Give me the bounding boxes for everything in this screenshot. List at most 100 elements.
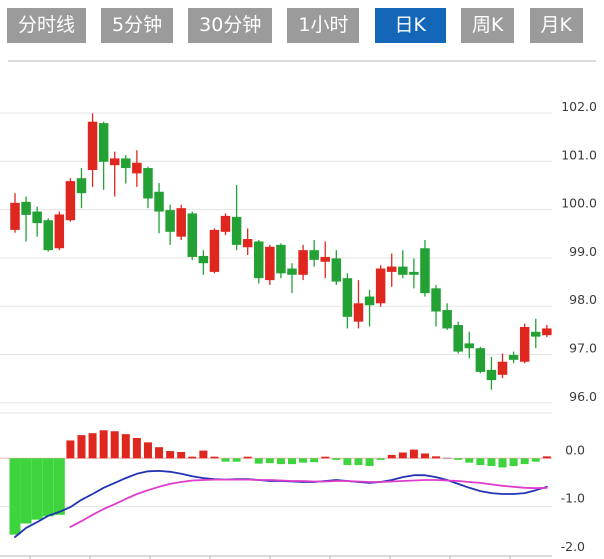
tab-timeframe-5[interactable]: 周K [461, 8, 515, 43]
candle-body [508, 354, 519, 360]
macd-bar [343, 458, 352, 466]
candle-body [364, 296, 375, 306]
macd-bar [409, 449, 418, 459]
candle-body [231, 216, 242, 245]
tab-timeframe-2[interactable]: 30分钟 [188, 8, 273, 43]
tab-timeframe-0[interactable]: 分时线 [7, 8, 87, 43]
tab-timeframe-3[interactable]: 1小时 [287, 8, 360, 43]
candle-body [398, 266, 408, 275]
candle-body [342, 278, 353, 317]
macd-bar [387, 454, 396, 459]
candle-body [176, 208, 186, 237]
macd-bar [221, 458, 230, 462]
macd-bar [31, 458, 43, 520]
candle-body [254, 241, 264, 279]
candle-body [109, 158, 120, 166]
candle-body [21, 201, 31, 215]
candle-body [154, 191, 164, 212]
macd-bar [321, 456, 330, 459]
macd-bar [454, 458, 463, 460]
macd-bar [77, 435, 86, 459]
macd-bar [276, 458, 285, 465]
candle-body [143, 168, 153, 199]
candle-body [420, 248, 430, 294]
candle-body [298, 250, 308, 275]
price-axis-label: 99.0 [569, 244, 597, 259]
macd-bar [121, 434, 130, 459]
candle-body [10, 202, 20, 230]
candle-body [497, 361, 508, 375]
price-axis-label: 97.0 [569, 341, 597, 356]
macd-bar [398, 452, 407, 459]
candle-body [54, 214, 65, 249]
macd-bar [299, 458, 308, 463]
candle-body [475, 348, 486, 372]
macd-bar [432, 456, 441, 459]
candle-body [386, 266, 397, 272]
candle-body [32, 211, 42, 224]
macd-bar [53, 458, 65, 515]
macd-bar [9, 458, 21, 535]
candle-body [87, 121, 98, 170]
macd-bar [354, 458, 363, 466]
candle-body [531, 331, 541, 337]
dea-line [69, 478, 548, 528]
candle-body [453, 325, 463, 352]
macd-bar [188, 456, 197, 459]
candle-body [276, 244, 286, 274]
macd-bar [542, 456, 551, 459]
macd-bar [166, 451, 175, 459]
candle-body [242, 239, 253, 248]
macd-bar [509, 458, 518, 467]
candle-body [65, 181, 76, 221]
candle-body [220, 215, 231, 232]
candle-body [43, 220, 53, 251]
candle-body [331, 258, 342, 282]
macd-bar [310, 458, 319, 463]
macd-bar [232, 458, 241, 462]
macd-bar [210, 456, 219, 459]
price-axis-label: 98.0 [569, 292, 597, 307]
candle-body [121, 158, 131, 169]
macd-bar [420, 453, 429, 459]
macd-bar [376, 458, 385, 460]
macd-bar [332, 458, 341, 460]
candle-body [409, 271, 419, 275]
macd-bar [365, 458, 374, 467]
candle-body [431, 288, 441, 312]
macd-bar [143, 442, 152, 459]
tab-timeframe-4[interactable]: 日K [374, 8, 446, 43]
macd-bar [110, 431, 119, 459]
candle-body [198, 255, 209, 264]
macd-axis-label: -2.0 [561, 539, 585, 554]
macd-axis-label: 0.0 [565, 442, 585, 457]
macd-bar [443, 457, 452, 460]
macd-bar [498, 458, 507, 468]
tab-timeframe-6[interactable]: 月K [529, 8, 583, 43]
macd-bar [531, 458, 540, 462]
price-axis-label: 101.0 [561, 147, 597, 162]
macd-bar [265, 458, 274, 464]
macd-bar [199, 450, 208, 459]
candle-body [287, 268, 297, 275]
candle-body [132, 162, 142, 174]
candle-body [486, 369, 497, 381]
price-axis-label: 102.0 [561, 99, 597, 114]
tab-timeframe-1[interactable]: 5分钟 [101, 8, 174, 43]
candle-body [519, 326, 530, 362]
candle-body [76, 178, 87, 194]
macd-bar [288, 458, 296, 465]
macd-bar [20, 458, 32, 524]
price-axis-label: 100.0 [561, 196, 597, 211]
timeframe-tabbar: 分时线 5分钟 30分钟 1小时 日K 周K 月K [0, 8, 604, 43]
macd-bar [243, 456, 252, 459]
macd-bar [42, 458, 54, 517]
macd-bar [465, 458, 474, 463]
macd-bar [254, 458, 263, 464]
candle-body [187, 213, 198, 257]
candle-body [320, 256, 330, 262]
macd-bar [155, 447, 164, 459]
macd-bar [66, 440, 75, 459]
macd-bar [99, 430, 108, 459]
